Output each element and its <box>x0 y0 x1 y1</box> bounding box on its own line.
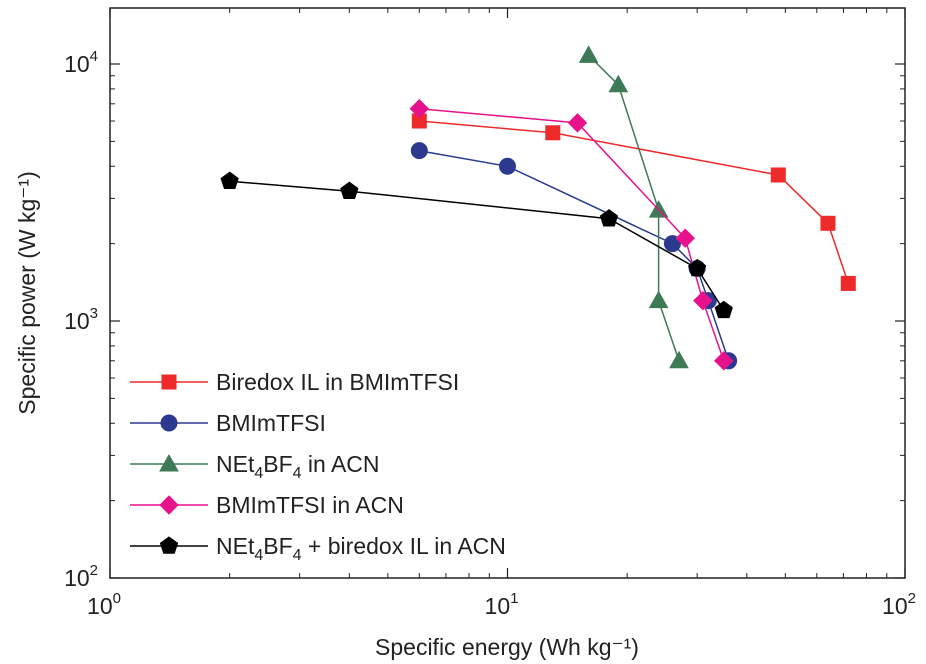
data-point <box>499 157 516 175</box>
data-point <box>663 235 681 253</box>
legend-marker <box>159 495 179 515</box>
series-1 <box>410 142 738 370</box>
y-tick-label: 103 <box>64 305 98 334</box>
series-3 <box>409 98 734 371</box>
data-point <box>578 45 599 63</box>
legend-item: BMImTFSI in ACN <box>130 492 404 518</box>
series-4 <box>220 171 733 319</box>
data-point <box>693 290 713 311</box>
data-point <box>840 275 856 291</box>
legend-marker <box>161 374 177 390</box>
data-point <box>648 290 669 309</box>
data-point <box>409 98 430 119</box>
data-point <box>675 228 695 248</box>
legend-item: NEt4BF4 + biredox IL in ACN <box>130 533 506 564</box>
legend-item: BMImTFSI <box>130 410 326 436</box>
data-point <box>545 125 561 141</box>
legend-marker <box>159 536 179 554</box>
data-point <box>714 300 733 319</box>
x-tick-label: 100 <box>87 590 121 619</box>
x-tick-label: 101 <box>485 590 519 619</box>
legend-label: NEt4BF4 in ACN <box>216 451 380 482</box>
legend-label: BMImTFSI <box>216 410 326 436</box>
data-point <box>669 350 689 369</box>
data-point <box>567 113 588 133</box>
series-line <box>419 107 725 362</box>
legend-item: NEt4BF4 in ACN <box>130 451 380 482</box>
y-tick-label: 104 <box>64 48 98 77</box>
legend-label: NEt4BF4 + biredox IL in ACN <box>216 533 506 564</box>
legend-item: Biredox IL in BMImTFSI <box>130 369 459 395</box>
legend: Biredox IL in BMImTFSI BMImTFSI NEt4BF4 in… <box>130 369 506 564</box>
axis-ticks: 100 101 102 102 103 104 <box>64 8 916 619</box>
data-point <box>770 167 786 183</box>
data-point <box>820 215 836 231</box>
legend-label: BMImTFSI in ACN <box>216 492 404 518</box>
data-point <box>688 258 707 277</box>
data-point <box>608 74 629 93</box>
y-tick-label: 102 <box>64 562 98 591</box>
y-axis-label: Specific power (W kg⁻¹) <box>14 171 40 414</box>
series-0 <box>411 113 856 291</box>
x-tick-label: 102 <box>882 590 916 619</box>
legend-marker <box>160 414 178 432</box>
series-layer <box>220 45 856 371</box>
legend-label: Biredox IL in BMImTFSI <box>216 369 459 395</box>
data-point <box>599 209 619 227</box>
data-point <box>340 181 359 199</box>
data-point <box>220 171 239 189</box>
data-point <box>714 351 734 371</box>
series-line <box>419 149 730 362</box>
series-line <box>588 54 680 362</box>
legend-marker <box>159 453 179 472</box>
series-line <box>419 120 850 284</box>
data-point <box>410 142 428 160</box>
x-axis-label: Specific energy (Wh kg⁻¹) <box>375 634 639 660</box>
